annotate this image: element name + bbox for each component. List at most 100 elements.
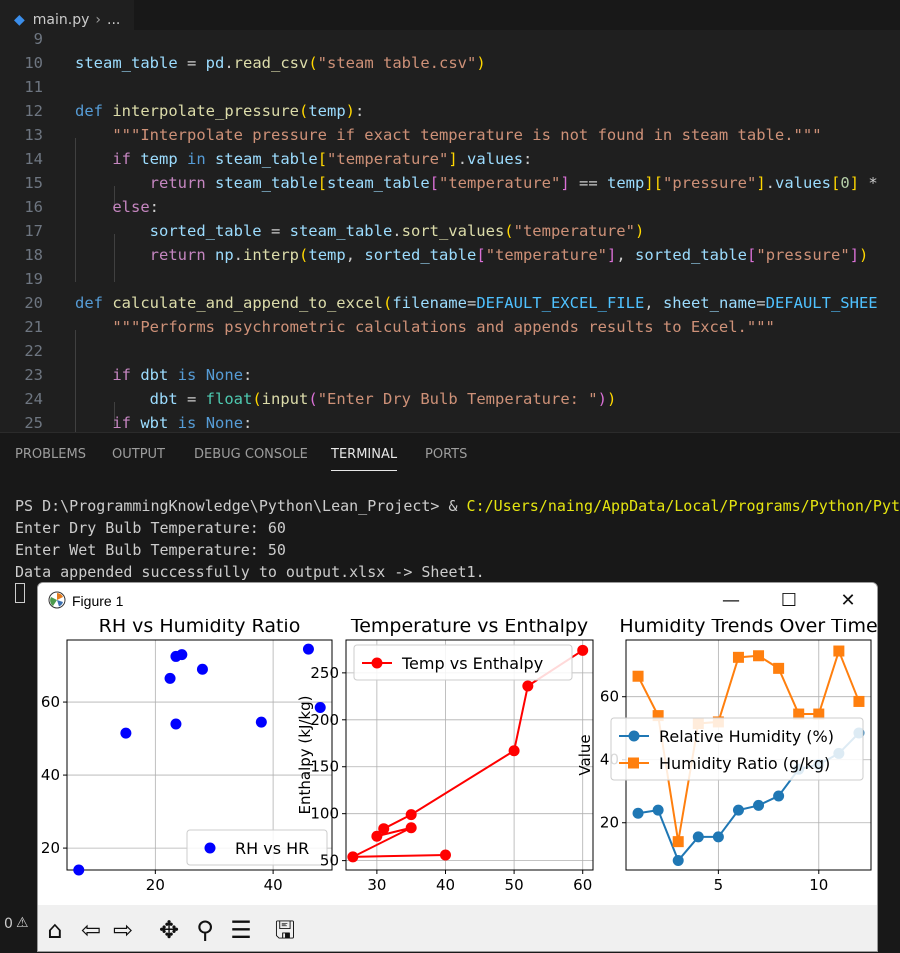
legend-marker <box>628 757 639 769</box>
terminal-command: C:/Users/naing/AppData/Local/Programs/Py… <box>466 497 900 515</box>
data-point <box>732 804 744 816</box>
tab-terminal[interactable]: TERMINAL <box>331 447 398 471</box>
status-problems[interactable]: 0 ⚠ <box>0 912 40 940</box>
data-point <box>712 831 724 843</box>
x-tick-label: 20 <box>146 876 165 894</box>
data-point <box>120 727 132 739</box>
data-point <box>439 849 451 861</box>
data-point <box>302 643 314 655</box>
data-point <box>632 670 644 682</box>
line-number: 14 <box>24 150 43 168</box>
data-point <box>732 651 744 663</box>
legend-label: Temp vs Enthalpy <box>401 654 543 673</box>
series-line <box>637 648 860 842</box>
data-point <box>813 708 825 720</box>
line-number: 23 <box>24 366 43 384</box>
data-point <box>672 855 684 867</box>
save-icon[interactable]: 🖫 <box>274 916 296 944</box>
tab-label: main.py <box>32 12 90 28</box>
code-editor[interactable]: 9 10 steam_table = pd.read_csv("steam tab… <box>0 30 900 432</box>
minimize-button[interactable]: — <box>722 590 740 611</box>
y-tick-label: 50 <box>320 852 339 870</box>
figure-canvas[interactable]: 20 40 20 40 60 RH vs Humidity Ratio RH vs HR 30… <box>38 619 878 905</box>
warning-icon: ⚠ <box>16 915 29 931</box>
indent-guide <box>114 234 115 282</box>
figure-window[interactable]: Figure 1 — ☐ ✕ 20 40 20 40 60 RH vs Humidity … <box>37 582 878 952</box>
data-point <box>753 650 765 662</box>
line-number: 25 <box>24 414 43 432</box>
x-tick-label: 60 <box>573 876 592 894</box>
data-point <box>347 851 359 863</box>
line-number: 20 <box>24 294 43 312</box>
breadcrumb-more[interactable]: ... <box>107 12 121 28</box>
home-icon[interactable]: ⌂ <box>47 916 63 944</box>
code-line: dbt = float(input("Enter Dry Bulb Temper… <box>149 390 617 408</box>
data-point <box>378 823 390 835</box>
maximize-button[interactable]: ☐ <box>780 590 798 611</box>
x-tick-label: 40 <box>436 876 455 894</box>
y-axis-label: Enthalpy (kJ/kg) <box>296 696 314 815</box>
y-tick-label: 20 <box>600 814 619 832</box>
data-point <box>652 710 664 722</box>
data-point <box>314 702 326 714</box>
code-line: else: <box>112 198 159 216</box>
chart-title: Humidity Trends Over Time <box>619 619 877 637</box>
legend-label: RH vs HR <box>235 839 309 858</box>
terminal-output-line: Data appended successfully to output.xls… <box>15 563 485 581</box>
x-tick-label: 5 <box>714 876 724 894</box>
line-number: 22 <box>24 342 43 360</box>
data-point <box>405 822 417 834</box>
data-point <box>773 790 785 802</box>
python-file-icon: ◆ <box>14 12 25 28</box>
tab-ports[interactable]: PORTS <box>425 447 468 462</box>
legend-box <box>186 829 328 866</box>
terminal-cursor <box>15 583 25 603</box>
line-number: 19 <box>24 270 43 288</box>
close-button[interactable]: ✕ <box>840 590 856 611</box>
line-number: 15 <box>24 174 43 192</box>
code-line: if dbt is None: <box>112 366 253 384</box>
y-axis-label: Value <box>576 734 594 775</box>
code-line: return steam_table[steam_table["temperat… <box>149 174 878 192</box>
data-point <box>255 716 267 728</box>
code-line: if temp in steam_table["temperature"].va… <box>112 150 533 168</box>
forward-icon[interactable]: ⇨ <box>112 916 134 944</box>
line-number: 18 <box>24 246 43 264</box>
terminal-command-line[interactable]: PS D:\ProgrammingKnowledge\Python\Lean_P… <box>15 495 900 517</box>
configure-icon[interactable]: ☰ <box>230 916 252 944</box>
zoom-icon[interactable]: ⚲ <box>196 916 214 944</box>
y-tick-label: 150 <box>310 758 339 776</box>
code-line: """Performs psychrometric calculations a… <box>75 318 775 336</box>
data-point <box>577 644 589 656</box>
y-tick-label: 60 <box>600 688 619 706</box>
data-point <box>753 799 765 811</box>
data-point <box>773 662 785 674</box>
tab-problems[interactable]: PROBLEMS <box>15 447 86 462</box>
x-tick-label: 50 <box>505 876 524 894</box>
data-point <box>793 708 805 720</box>
figure-toolbar: ⌂ ⇦ ⇨ ✥ ⚲ ☰ 🖫 <box>38 905 877 951</box>
y-tick-label: 250 <box>310 664 339 682</box>
tab-debug-console[interactable]: DEBUG CONSOLE <box>194 447 308 462</box>
code-line: return np.interp(temp, sorted_table["tem… <box>149 246 869 264</box>
terminal-output-line: Enter Dry Bulb Temperature: 60 <box>15 519 286 537</box>
back-icon[interactable]: ⇦ <box>80 916 102 944</box>
legend-marker <box>204 842 216 854</box>
code-line: steam_table = pd.read_csv("steam table.c… <box>75 54 486 72</box>
line-number: 24 <box>24 390 43 408</box>
indent-guide <box>75 330 76 432</box>
data-point <box>164 672 176 684</box>
axes-frame <box>345 639 594 871</box>
pan-icon[interactable]: ✥ <box>158 916 180 944</box>
code-line: sorted_table = steam_table.sort_values("… <box>149 222 645 240</box>
y-tick-label: 60 <box>41 693 60 711</box>
x-tick-label: 30 <box>367 876 386 894</box>
tab-output[interactable]: OUTPUT <box>112 447 165 462</box>
legend-marker <box>371 657 383 669</box>
terminal-prompt: PS D:\ProgrammingKnowledge\Python\Lean_P… <box>15 497 467 515</box>
code-line: """Interpolate pressure if exact tempera… <box>75 126 822 144</box>
indent-guide <box>114 186 115 210</box>
data-point <box>170 718 182 730</box>
code-line: def interpolate_pressure(temp): <box>75 102 365 120</box>
figure-title-bar[interactable]: Figure 1 — ☐ ✕ <box>38 583 877 619</box>
